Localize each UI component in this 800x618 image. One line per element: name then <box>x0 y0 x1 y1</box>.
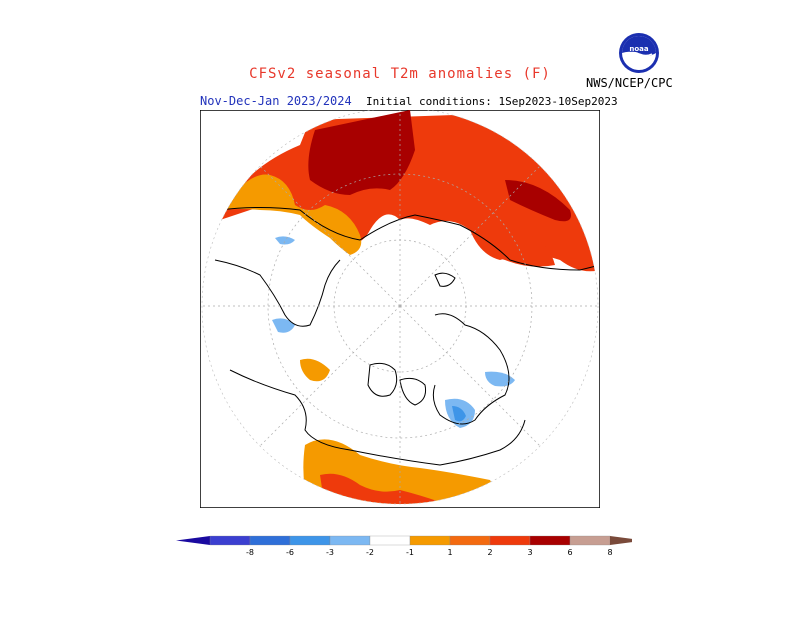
legend-label: -6 <box>286 548 294 557</box>
anomaly-region-2b <box>475 230 555 267</box>
legend-swatch <box>289 535 331 546</box>
chart-title: CFSv2 seasonal T2m anomalies (F) <box>249 66 551 82</box>
legend-label: 6 <box>567 548 572 557</box>
legend-label: 2 <box>487 548 492 557</box>
legend-label: 3 <box>527 548 532 557</box>
legend-label: -2 <box>366 548 374 557</box>
legend-swatch <box>329 535 371 546</box>
graticule <box>202 110 598 504</box>
coastlines <box>214 207 598 466</box>
legend-swatch <box>209 535 251 546</box>
legend-arrow-right <box>610 536 632 545</box>
initial-conditions-label: Initial conditions: 1Sep2023-10Sep2023 <box>366 95 618 108</box>
legend-label: 1 <box>447 548 452 557</box>
legend-label: -3 <box>326 548 334 557</box>
legend-swatch <box>249 535 291 546</box>
anomaly-region-cold-5 <box>275 236 295 245</box>
legend-swatch <box>369 535 411 546</box>
anomaly-region-cold-2 <box>452 406 466 422</box>
legend-swatch <box>529 535 571 546</box>
legend-swatch <box>489 535 531 546</box>
anomaly-region-3b <box>505 180 571 222</box>
legend-arrow-left <box>176 536 210 545</box>
anomaly-region-3 <box>308 110 415 195</box>
anomaly-region-1 <box>220 174 362 255</box>
polar-map <box>200 110 600 508</box>
anomaly-region-1c <box>300 358 330 382</box>
agency-label: NWS/NCEP/CPC <box>586 76 673 90</box>
svg-text:noaa: noaa <box>629 45 649 53</box>
legend-label: 8 <box>607 548 612 557</box>
noaa-logo-icon: noaa <box>619 33 659 73</box>
legend-swatch <box>449 535 491 546</box>
legend-swatch <box>569 535 611 546</box>
legend-label: -8 <box>246 548 254 557</box>
legend-label: -1 <box>406 548 414 557</box>
legend-swatch <box>409 535 451 546</box>
season-label: Nov-Dec-Jan 2023/2024 <box>200 94 352 108</box>
anomaly-region-cold-4 <box>272 318 295 333</box>
color-legend: -8 -6 -3 -2 -1 1 2 3 6 8 <box>176 535 632 557</box>
